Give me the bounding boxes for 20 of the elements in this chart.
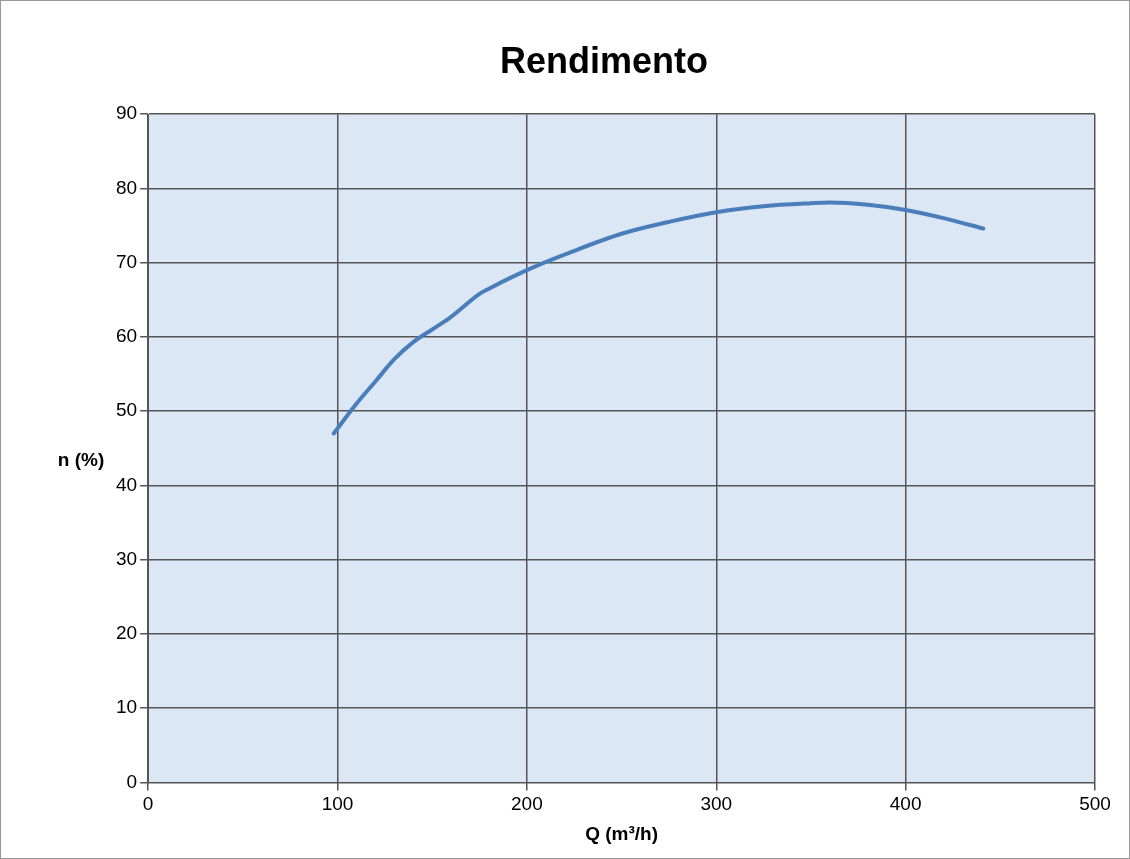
x-tick-label: 300 xyxy=(700,793,733,815)
y-tick-label: 70 xyxy=(115,250,138,272)
y-tick-label: 30 xyxy=(115,547,138,569)
y-tick-label: 0 xyxy=(126,770,138,792)
x-tick-label: 500 xyxy=(1079,793,1111,815)
x-axis-title: Q (m³/h) xyxy=(585,822,658,844)
line-series xyxy=(331,200,986,436)
y-axis-title: n (%) xyxy=(57,448,105,470)
y-tick-label: 90 xyxy=(115,102,138,124)
y-tick-label: 20 xyxy=(115,622,138,644)
y-tick-label: 60 xyxy=(115,325,138,347)
x-tick-label: 200 xyxy=(511,793,543,815)
y-tick-label: 10 xyxy=(115,696,138,718)
x-tick-label: 0 xyxy=(142,793,154,815)
x-tick-label: 100 xyxy=(321,793,354,815)
chart-title: Rendimento xyxy=(499,39,709,81)
y-tick-label: 80 xyxy=(115,176,138,198)
y-tick-label: 40 xyxy=(115,473,138,495)
x-tick-label: 400 xyxy=(889,793,922,815)
y-tick-label: 50 xyxy=(115,399,138,421)
